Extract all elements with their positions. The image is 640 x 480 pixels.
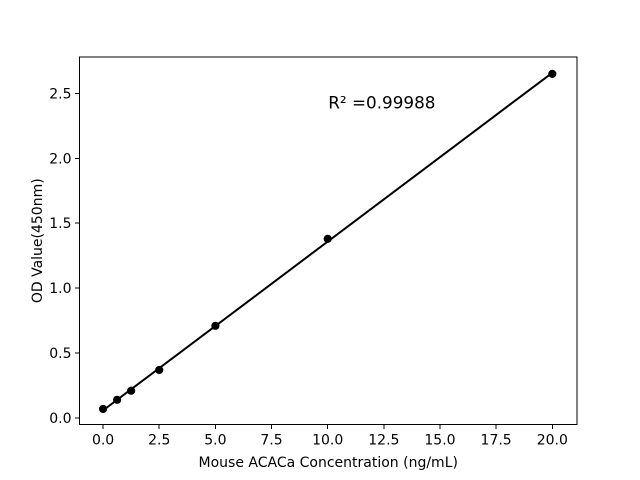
data-series-layer <box>98 69 557 414</box>
data-point-marker <box>211 321 220 330</box>
data-point-marker <box>548 69 557 78</box>
y-tick-label: 2.0 <box>49 151 71 167</box>
y-axis-title: OD Value(450nm) <box>30 178 46 303</box>
data-point-marker <box>127 386 136 395</box>
x-tick-label: 7.5 <box>260 433 282 449</box>
x-axis-ticks: 0.0 2.5 5.0 7.5 10.0 12.5 15.0 17.5 20.0 <box>92 424 568 449</box>
data-point-marker <box>155 365 164 375</box>
x-tick-label: 2.5 <box>148 433 170 449</box>
r-squared-annotation: R² =0.99988 <box>328 92 435 112</box>
data-point-marker <box>323 234 332 243</box>
y-tick-label: 0.5 <box>49 346 71 362</box>
x-axis-title: Mouse ACACa Concentration (ng/mL) <box>199 455 458 471</box>
x-tick-label: 20.0 <box>537 433 568 449</box>
y-tick-label: 2.5 <box>49 86 71 102</box>
data-point-marker <box>98 404 108 414</box>
y-tick-label: 1.0 <box>49 281 71 297</box>
y-axis-ticks: 0.0 0.5 1.0 1.5 2.0 2.5 <box>49 86 80 427</box>
x-tick-label: 10.0 <box>312 433 343 449</box>
x-tick-label: 12.5 <box>368 433 399 449</box>
y-tick-label: 1.5 <box>49 216 71 232</box>
plot-border <box>78 56 578 426</box>
x-tick-label: 0.0 <box>92 433 114 449</box>
y-tick-label: 0.0 <box>49 411 71 427</box>
x-tick-label: 15.0 <box>424 433 455 449</box>
x-tick-label: 5.0 <box>204 433 226 449</box>
data-point-marker <box>113 395 122 404</box>
x-tick-label: 17.5 <box>481 433 512 449</box>
